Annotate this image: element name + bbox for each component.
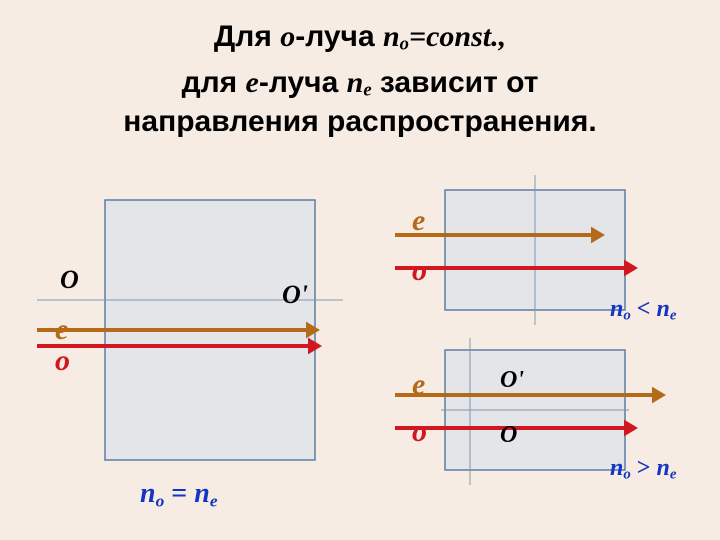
left-O-label: О (60, 265, 79, 295)
rbot-O-label: О (500, 422, 517, 449)
rtop-o-ray-head (624, 260, 638, 277)
rbot-eqn: no > ne (610, 455, 676, 484)
left-o-label: o (55, 344, 70, 378)
rbot-e-ray-head (652, 387, 666, 404)
rbot-Oprime-label: О' (500, 367, 524, 394)
rbot-o-ray-head (624, 420, 638, 437)
rtop-e-label: e (412, 204, 425, 238)
rtop-eqn: no < ne (610, 296, 676, 325)
slide: Для о-луча nо=const.,для е-луча nе завис… (0, 0, 720, 540)
rbot-o-label: o (412, 415, 427, 449)
left-e-label: e (55, 313, 68, 347)
rtop-o-label: o (412, 254, 427, 288)
left-Oprime-label: О' (282, 280, 308, 310)
rbot-e-label: e (412, 368, 425, 402)
left-eqn: no = ne (140, 478, 218, 511)
